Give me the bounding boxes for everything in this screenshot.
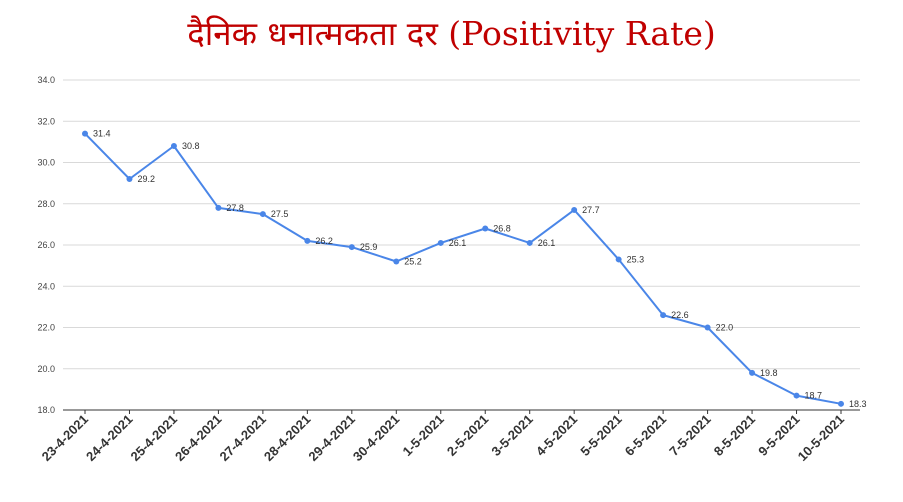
x-tick-label: 25-4-2021 xyxy=(128,412,181,465)
x-tick-label: 7-5-2021 xyxy=(666,412,713,459)
data-label: 22.6 xyxy=(671,310,689,320)
data-point xyxy=(259,211,266,218)
data-point xyxy=(215,204,222,211)
data-label: 27.5 xyxy=(271,209,289,219)
x-tick-label: 3-5-2021 xyxy=(488,412,535,459)
y-tick-label: 28.0 xyxy=(37,199,55,209)
data-label: 26.1 xyxy=(538,238,556,248)
x-tick-label: 4-5-2021 xyxy=(533,412,580,459)
y-tick-label: 18.0 xyxy=(37,405,55,415)
data-point xyxy=(304,237,311,244)
data-point xyxy=(838,400,844,407)
x-tick-label: 8-5-2021 xyxy=(711,412,758,459)
x-tick-label: 28-4-2021 xyxy=(261,412,314,465)
data-label: 18.7 xyxy=(805,391,823,401)
data-label: 31.4 xyxy=(93,129,111,139)
y-tick-label: 24.0 xyxy=(37,281,55,291)
data-point xyxy=(793,392,800,399)
y-tick-label: 34.0 xyxy=(37,75,55,85)
data-point xyxy=(82,130,88,137)
x-tick-label: 29-4-2021 xyxy=(305,412,358,465)
series-line xyxy=(84,132,842,405)
x-tick-label: 27-4-2021 xyxy=(216,412,269,465)
data-label: 26.2 xyxy=(315,236,333,246)
data-label: 19.8 xyxy=(760,368,778,378)
data-label: 22.0 xyxy=(716,323,734,333)
y-tick-label: 26.0 xyxy=(37,240,55,250)
data-label: 18.3 xyxy=(849,399,867,409)
data-point xyxy=(615,256,622,263)
x-tick-label: 1-5-2021 xyxy=(399,412,446,459)
data-label: 27.7 xyxy=(582,205,600,215)
data-point xyxy=(749,369,756,376)
x-tick-label: 5-5-2021 xyxy=(577,412,624,459)
x-tick-label: 24-4-2021 xyxy=(83,412,136,465)
y-tick-label: 30.0 xyxy=(37,158,55,168)
data-label: 25.2 xyxy=(404,257,422,267)
data-label: 25.3 xyxy=(627,254,645,264)
data-point xyxy=(348,244,355,251)
data-label: 25.9 xyxy=(360,242,378,252)
data-point xyxy=(704,324,711,331)
x-tick-label: 6-5-2021 xyxy=(622,412,669,459)
y-tick-label: 32.0 xyxy=(37,116,55,126)
data-label: 27.8 xyxy=(226,203,244,213)
x-tick-label: 23-4-2021 xyxy=(39,412,92,465)
data-point xyxy=(170,143,177,149)
data-point xyxy=(437,239,444,246)
data-point xyxy=(393,258,400,265)
data-point xyxy=(660,312,667,319)
data-label: 30.8 xyxy=(182,141,200,151)
y-tick-label: 22.0 xyxy=(37,323,55,333)
data-point xyxy=(482,225,489,232)
y-tick-label: 20.0 xyxy=(37,364,55,374)
data-label: 26.1 xyxy=(449,238,467,248)
data-point xyxy=(571,206,578,213)
x-tick-label: 10-5-2021 xyxy=(795,412,848,465)
data-label: 26.8 xyxy=(493,224,511,234)
data-label: 29.2 xyxy=(137,174,155,184)
data-point xyxy=(526,239,533,246)
x-tick-label: 30-4-2021 xyxy=(350,412,403,465)
data-point xyxy=(126,176,133,182)
chart-title: दैनिक धनात्मकता दर (Positivity Rate) xyxy=(187,14,716,53)
x-tick-label: 2-5-2021 xyxy=(444,412,491,459)
x-tick-label: 26-4-2021 xyxy=(172,412,225,465)
